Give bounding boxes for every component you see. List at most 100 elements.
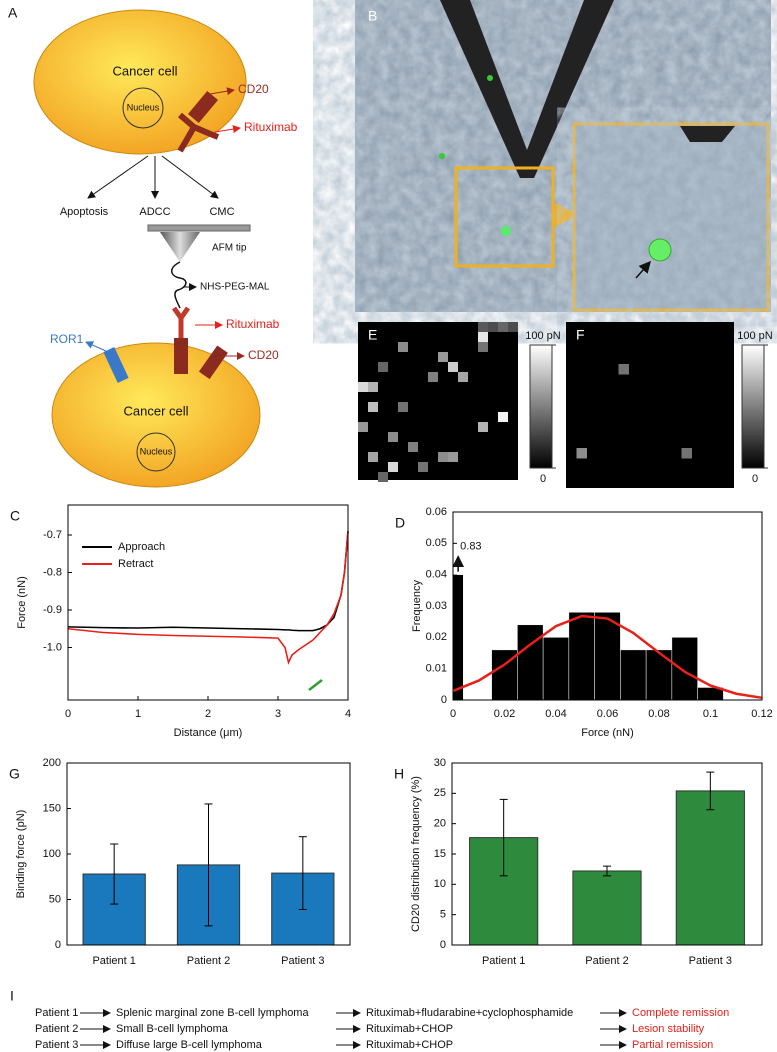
heatmap-cell — [508, 322, 518, 332]
y-tick-label: 5 — [440, 909, 446, 921]
annotation-arrow — [308, 679, 323, 691]
heatmap-cell — [398, 402, 408, 412]
heatmap-cell — [576, 448, 587, 459]
plot-frame — [452, 511, 763, 701]
y-tick-label: -0.9 — [43, 604, 62, 616]
outcome-label: ADCC — [139, 206, 170, 218]
table-cell: Lesion stability — [632, 1023, 705, 1035]
legend-label: Retract — [118, 558, 153, 570]
colorbar-label: 100 pN — [737, 330, 773, 342]
cantilever — [147, 224, 251, 232]
x-tick-label: 0.08 — [648, 708, 669, 720]
x-tick-label: 0.06 — [597, 708, 618, 720]
heatmap-cell — [478, 342, 488, 352]
histogram-bar — [568, 612, 595, 701]
receptor — [187, 91, 219, 123]
y-axis-label: CD20 distribution frequency (%) — [410, 776, 422, 932]
table-cell: Rituximab+fludarabine+cyclophosphamide — [366, 1007, 573, 1019]
heatmap-cell — [488, 322, 498, 332]
nucleus-label: Nucleus — [127, 102, 160, 112]
colorbar — [529, 344, 553, 469]
histogram-bar — [594, 612, 621, 701]
nucleus — [136, 432, 176, 472]
rituximab-label: Rituximab — [226, 317, 280, 331]
heatmap-cell — [498, 412, 508, 422]
panel-label: B — [368, 8, 377, 24]
panel-label: C — [10, 508, 20, 524]
table-cell: Complete remission — [632, 1007, 729, 1019]
legend-label: Approach — [118, 541, 165, 553]
panel-label: I — [10, 988, 14, 1004]
histogram-bar — [542, 637, 570, 701]
heatmap-cell — [378, 362, 388, 372]
panel-label: F — [576, 327, 585, 343]
annotation: 0.83 — [460, 541, 481, 553]
receptor — [198, 345, 228, 380]
y-tick-label: 200 — [43, 757, 61, 769]
cell-dot — [648, 238, 672, 262]
y-axis-label: Binding force (pN) — [15, 810, 27, 899]
y-axis-label: Force (nN) — [16, 576, 28, 629]
histogram-bar — [645, 649, 673, 701]
bar — [572, 870, 642, 946]
y-tick-label: 100 — [43, 848, 61, 860]
heatmap-cell — [438, 352, 448, 362]
colorbar-label: 100 pN — [525, 330, 561, 342]
y-tick-label: -0.7 — [43, 529, 62, 541]
heatmap-background — [566, 322, 734, 488]
heatmap-cell — [358, 382, 368, 392]
heatmap-cell — [478, 322, 488, 332]
panel-label: A — [8, 5, 18, 21]
table-cell: Splenic marginal zone B-cell lymphoma — [116, 1007, 309, 1019]
cd20-label: CD20 — [238, 82, 269, 96]
charts: C -1.0 -0.9 -0.8 -0.7 0 1 2 3 4 Distance (μm) Force… — [9, 504, 773, 967]
y-tick-label: 150 — [43, 802, 61, 814]
force-maps: E 100 pN 0 F 100 pN 0 — [358, 322, 773, 488]
heatmap-cell — [681, 448, 692, 459]
heatmap-cell — [428, 372, 438, 382]
line — [67, 531, 349, 665]
antibody — [177, 112, 220, 153]
table: I Patient 1 Splenic marginal zone B-cell … — [10, 988, 729, 1051]
table-cell: Rituximab+CHOP — [366, 1023, 453, 1035]
x-tick-label: 0 — [65, 708, 71, 720]
cell-dot — [487, 75, 493, 81]
y-tick-label: -0.8 — [43, 566, 62, 578]
colorbar-label: 0 — [752, 473, 758, 485]
x-tick-label: Patient 3 — [281, 955, 324, 967]
heatmap-cell — [448, 452, 458, 462]
heatmap-cell — [418, 462, 428, 472]
cantilever — [680, 126, 735, 142]
histogram-bar — [620, 649, 647, 701]
linker-label: NHS-PEG-MAL — [200, 282, 270, 293]
y-tick-label: -1.0 — [43, 641, 62, 653]
table-cell: Patient 1 — [35, 1007, 78, 1019]
heatmap-cell — [438, 452, 448, 462]
heatmap-cell — [368, 402, 378, 412]
y-tick-label: 0.03 — [426, 600, 447, 612]
heatmap-cell — [368, 382, 378, 392]
image-texture — [576, 126, 766, 308]
table-cell: Partial remission — [632, 1039, 713, 1051]
x-tick-label: 0.12 — [751, 708, 772, 720]
x-tick-label: 0.02 — [494, 708, 515, 720]
outcome-label: CMC — [209, 206, 234, 218]
micrograph: B — [355, 0, 771, 312]
bar — [675, 790, 745, 946]
x-tick-label: 0.1 — [703, 708, 718, 720]
heatmap-cell — [498, 322, 508, 332]
panel-label: E — [368, 327, 377, 343]
y-tick-label: 0.06 — [426, 506, 447, 518]
tip-label: AFM tip — [212, 243, 247, 254]
rituximab-label: Rituximab — [244, 120, 298, 134]
heatmap-cell — [388, 432, 398, 442]
y-tick-label: 0 — [441, 694, 447, 706]
x-tick-label: Patient 1 — [92, 955, 135, 967]
arrow — [161, 155, 219, 199]
y-tick-label: 15 — [434, 848, 446, 860]
y-axis-label: Frequency — [411, 580, 423, 632]
table-cell: Small B-cell lymphoma — [116, 1023, 229, 1035]
nucleus — [122, 87, 164, 129]
panel-label: G — [9, 766, 20, 782]
arrow — [87, 155, 149, 199]
